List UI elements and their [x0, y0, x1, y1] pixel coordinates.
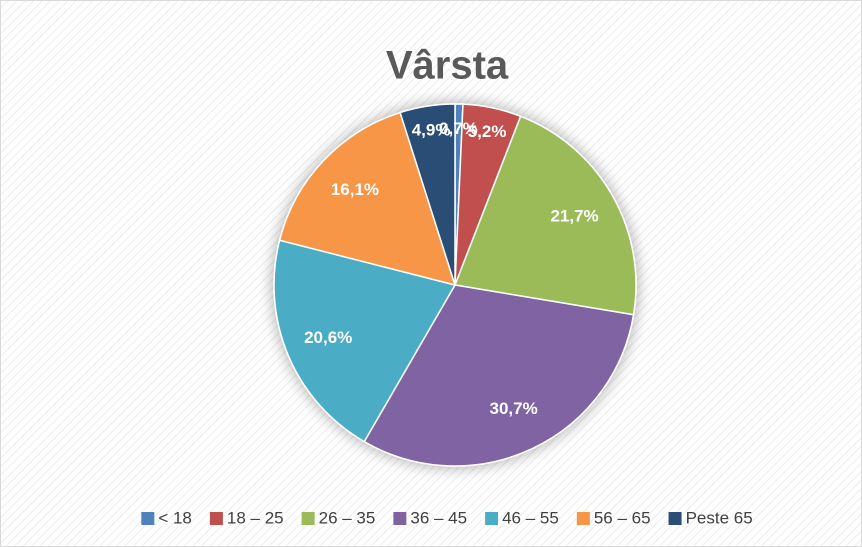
- legend-swatch: [209, 512, 223, 525]
- legend-swatch: [576, 512, 590, 525]
- pie-slice: [363, 284, 635, 467]
- pie-slice: [278, 111, 457, 287]
- pie-slice: [453, 115, 637, 316]
- legend-label: 26 – 35: [319, 508, 376, 527]
- legend-swatch: [301, 512, 315, 525]
- pie-slice: [399, 103, 456, 286]
- legend-label: 18 – 25: [227, 508, 284, 527]
- legend-label: < 18: [158, 508, 192, 527]
- legend-swatch: [485, 512, 499, 525]
- data-label: 20,6%: [304, 328, 352, 347]
- legend-label: Peste 65: [686, 508, 753, 527]
- data-label: 0,7%: [439, 119, 478, 138]
- legend-swatch: [141, 512, 155, 525]
- legend-label: 36 – 45: [410, 508, 467, 527]
- data-label: 4,9%: [412, 121, 451, 140]
- pie-slice: [273, 239, 457, 443]
- chart-title: Vârsta: [386, 44, 509, 88]
- legend-label: 56 – 65: [594, 508, 651, 527]
- pie: [273, 103, 637, 467]
- data-label: 16,1%: [331, 180, 379, 199]
- legend-swatch: [668, 512, 682, 525]
- legend-swatch: [393, 512, 407, 525]
- data-label: 21,7%: [550, 206, 598, 225]
- legend-label: 46 – 55: [502, 508, 559, 527]
- data-label: 5,2%: [468, 122, 507, 141]
- data-label: 30,7%: [490, 399, 538, 418]
